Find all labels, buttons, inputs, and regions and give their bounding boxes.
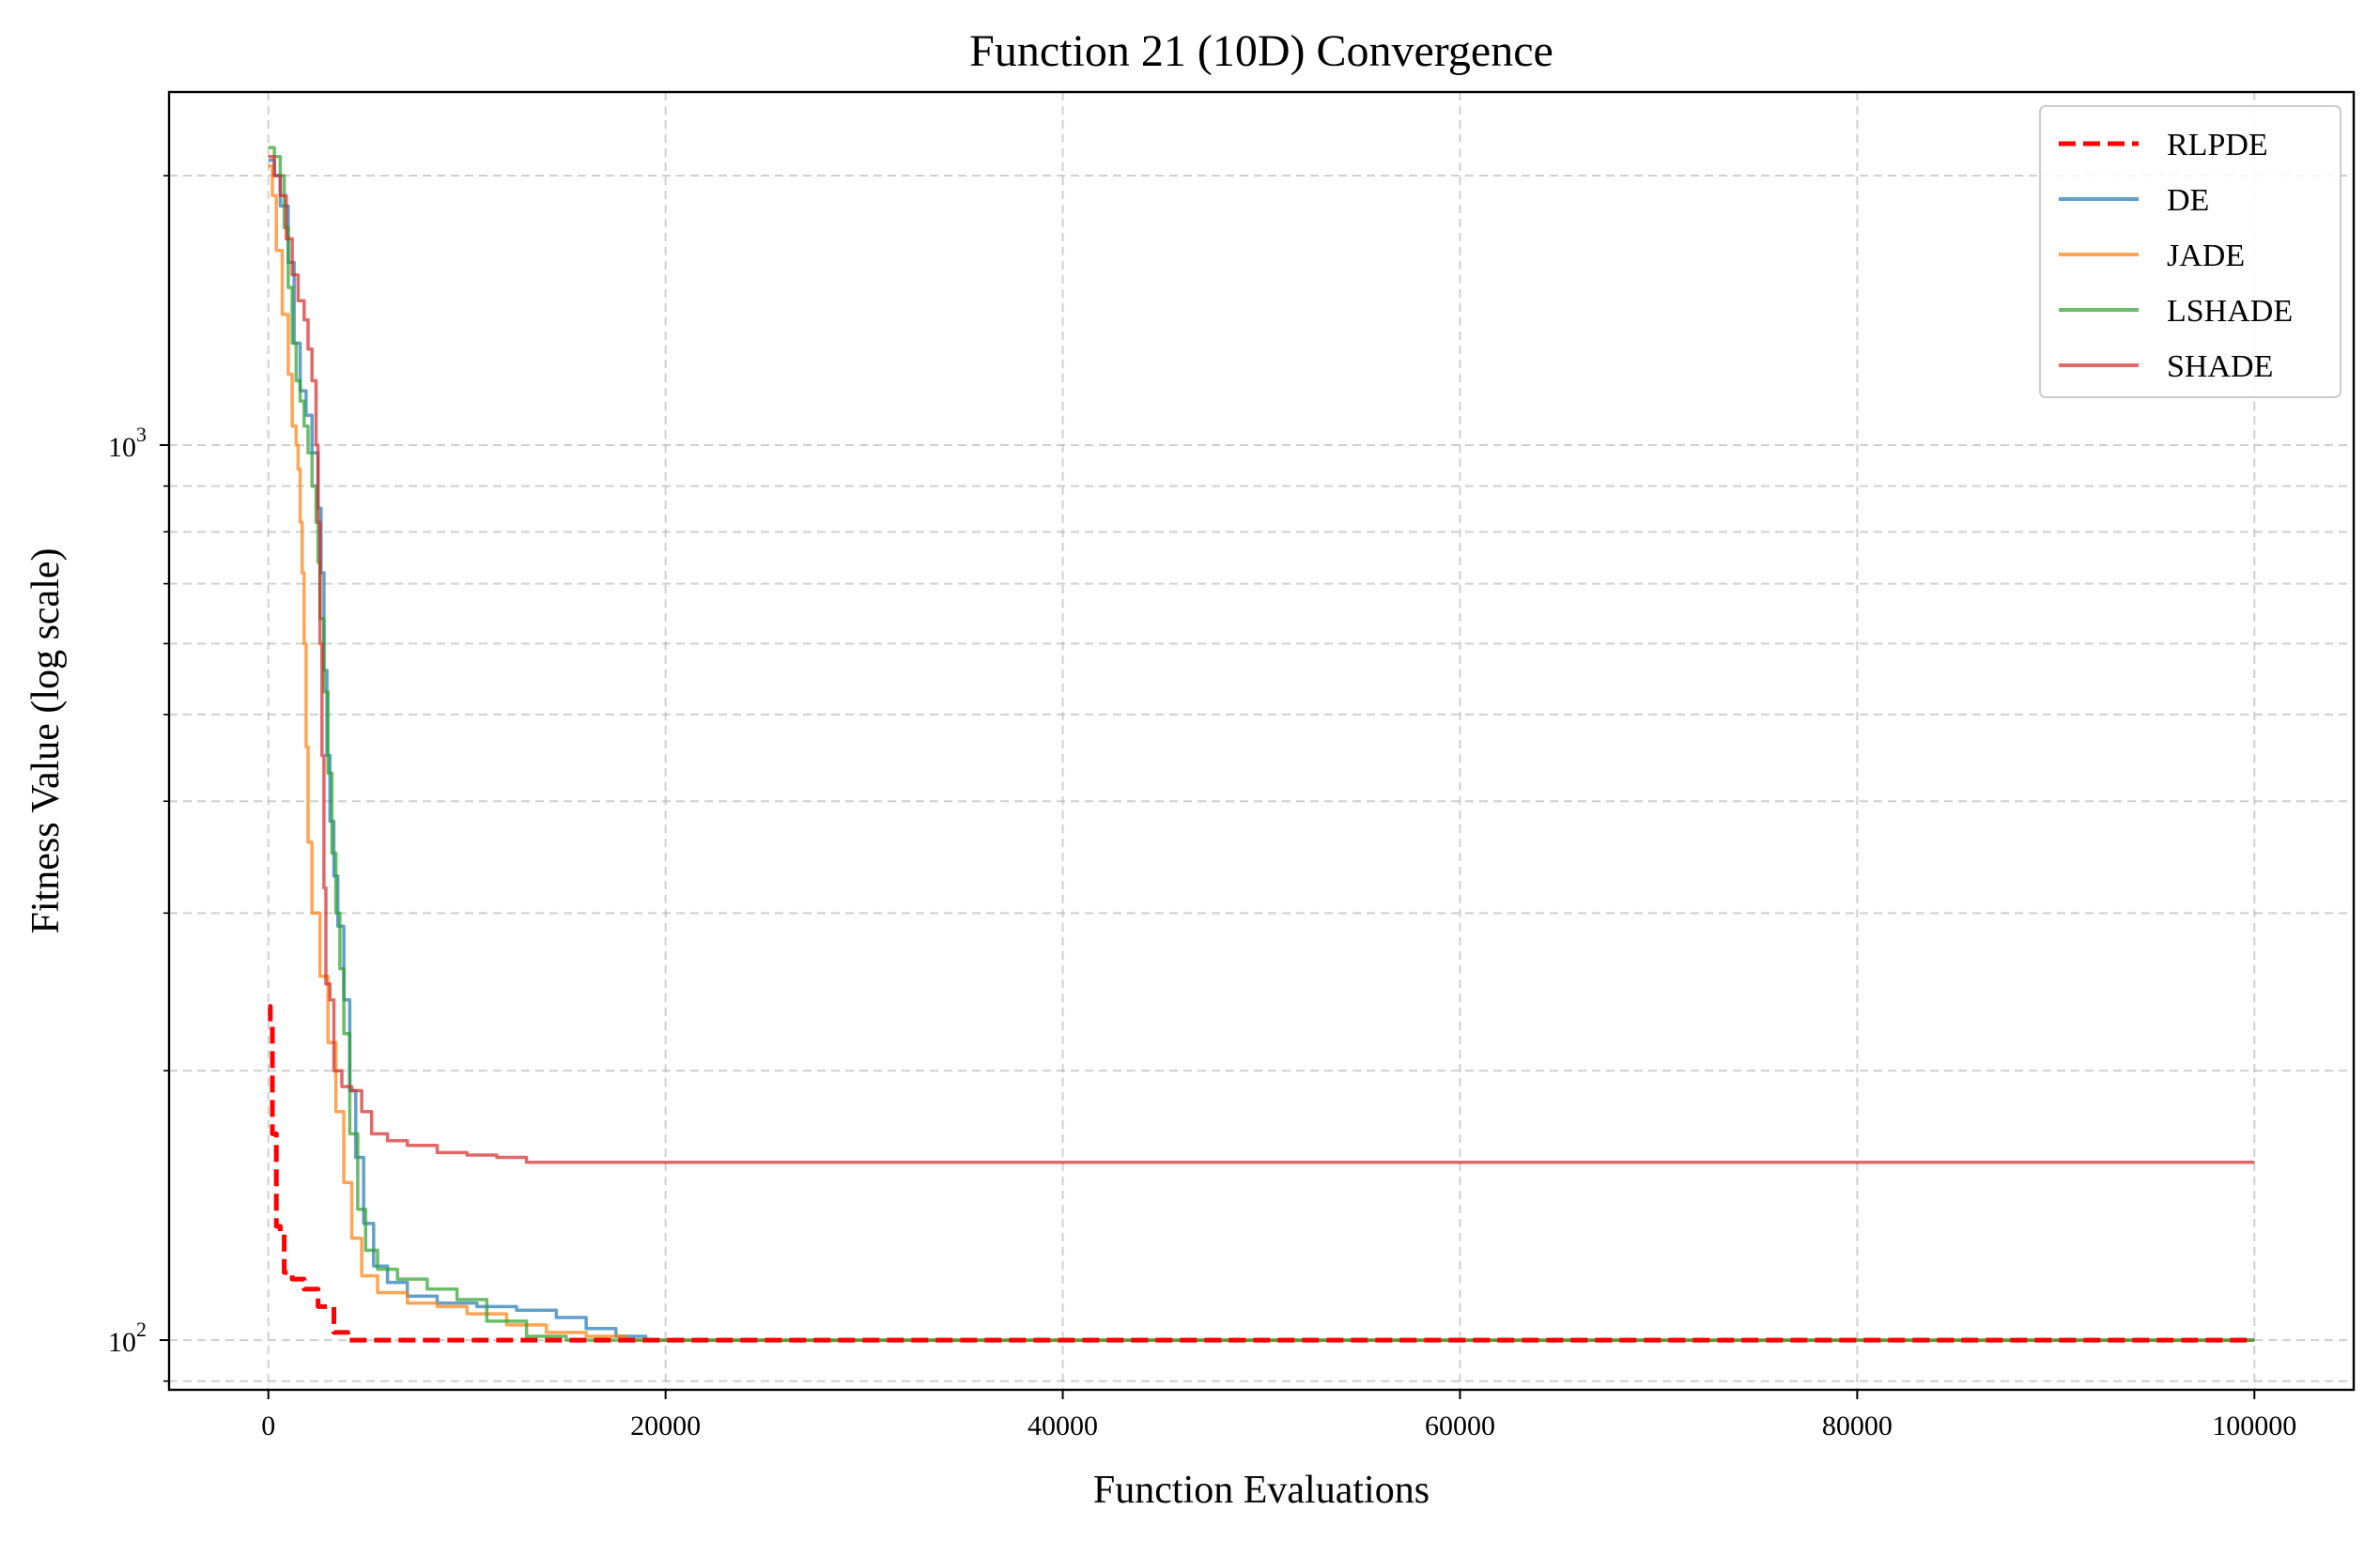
y-tick-label: 102: [108, 1318, 147, 1358]
x-axis-label: Function Evaluations: [1093, 1469, 1430, 1512]
x-tick-label: 80000: [1822, 1410, 1893, 1441]
x-tick-label: 60000: [1425, 1410, 1495, 1441]
chart-title: Function 21 (10D) Convergence: [969, 26, 1553, 76]
legend-label-jade: JADE: [2167, 239, 2245, 273]
series-line-jade: [268, 164, 2255, 1342]
series-line-rlpde: [268, 1004, 2255, 1343]
series-line-shade: [268, 155, 2255, 1164]
legend-label-rlpde: RLPDE: [2167, 128, 2268, 162]
x-tick-label: 100000: [2212, 1410, 2296, 1441]
x-tick-label: 40000: [1028, 1410, 1098, 1441]
legend-label-shade: SHADE: [2167, 349, 2273, 384]
x-tick-label: 0: [261, 1410, 275, 1441]
legend-label-de: DE: [2167, 183, 2209, 218]
plot-frame: [167, 90, 2356, 1392]
legend: RLPDE DE JADE LSHADE SHADE: [2039, 105, 2341, 398]
series-line-lshade: [268, 146, 2255, 1342]
tick-layer: 0 20000 40000 60000 80000 100000 102 103: [108, 175, 2296, 1441]
y-axis-label: Fitness Value (log scale): [24, 548, 68, 934]
y-tick-label: 103: [108, 423, 147, 463]
series-layer: [268, 146, 2255, 1343]
legend-box: [2039, 105, 2341, 398]
legend-label-lshade: LSHADE: [2167, 294, 2293, 329]
x-tick-label: 20000: [630, 1410, 701, 1441]
